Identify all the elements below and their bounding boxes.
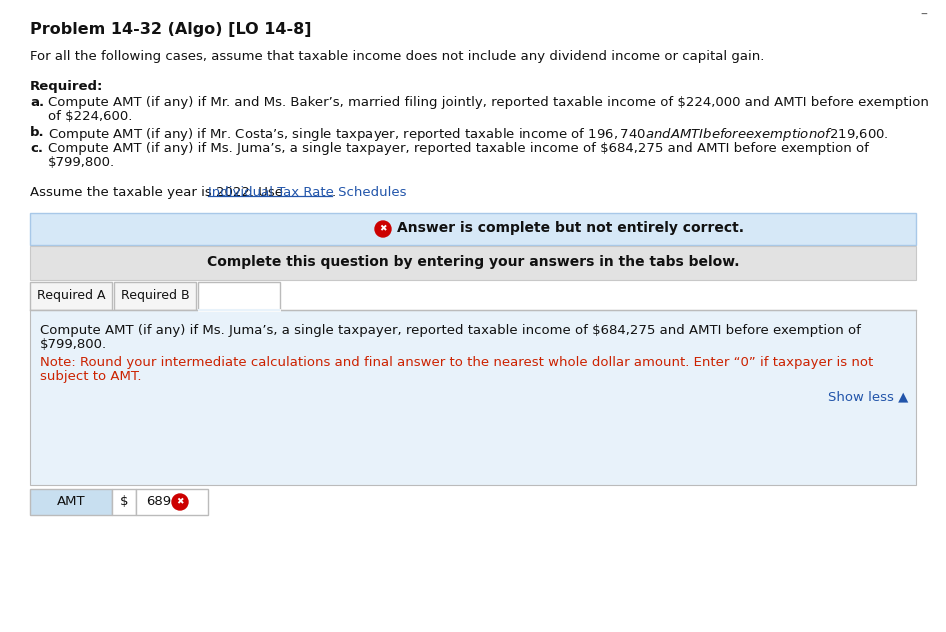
Text: Individual Tax Rate Schedules: Individual Tax Rate Schedules: [208, 186, 407, 199]
Text: b.: b.: [30, 126, 44, 139]
Text: subject to AMT.: subject to AMT.: [40, 370, 142, 383]
Text: Compute AMT (if any) if Ms. Juma’s, a single taxpayer, reported taxable income o: Compute AMT (if any) if Ms. Juma’s, a si…: [48, 142, 868, 155]
Text: For all the following cases, assume that taxable income does not include any div: For all the following cases, assume that…: [30, 50, 764, 63]
Text: 689: 689: [146, 495, 171, 508]
Text: Answer is complete but not entirely correct.: Answer is complete but not entirely corr…: [397, 221, 744, 235]
Text: Show less ▲: Show less ▲: [828, 390, 908, 403]
Bar: [30, 282, 112, 310]
Circle shape: [375, 221, 391, 237]
Bar: [114, 282, 196, 310]
Bar: [30, 489, 112, 515]
Bar: [30, 310, 916, 485]
Text: a.: a.: [30, 96, 44, 109]
Text: Note: Round your intermediate calculations and final answer to the nearest whole: Note: Round your intermediate calculatio…: [40, 356, 873, 369]
Text: Assume the taxable year is 2022. Use: Assume the taxable year is 2022. Use: [30, 186, 288, 199]
Bar: [30, 213, 916, 245]
Text: AMT: AMT: [57, 495, 85, 508]
Bar: [136, 489, 208, 515]
Text: Required C: Required C: [204, 289, 273, 302]
Text: Compute AMT (if any) if Mr. Costa’s, single taxpayer, reported taxable income of: Compute AMT (if any) if Mr. Costa’s, sin…: [48, 126, 888, 143]
Text: Required:: Required:: [30, 80, 103, 93]
Text: $799,800.: $799,800.: [40, 338, 107, 351]
Bar: [30, 246, 916, 280]
Text: –: –: [920, 8, 927, 22]
Text: c.: c.: [30, 142, 43, 155]
Text: Compute AMT (if any) if Ms. Juma’s, a single taxpayer, reported taxable income o: Compute AMT (if any) if Ms. Juma’s, a si…: [40, 324, 861, 337]
Text: ✖: ✖: [176, 497, 184, 506]
Bar: [112, 489, 136, 515]
Text: Required B: Required B: [121, 289, 189, 302]
Text: Required A: Required A: [37, 289, 105, 302]
Text: Complete this question by entering your answers in the tabs below.: Complete this question by entering your …: [207, 255, 739, 269]
Text: $799,800.: $799,800.: [48, 156, 115, 169]
Text: .: .: [332, 186, 336, 199]
Text: ✖: ✖: [379, 224, 387, 233]
Text: Compute AMT (if any) if Mr. and Ms. Baker’s, married filing jointly, reported ta: Compute AMT (if any) if Mr. and Ms. Bake…: [48, 96, 929, 109]
Text: $: $: [120, 495, 129, 508]
Bar: [198, 282, 280, 310]
Circle shape: [172, 494, 188, 510]
Text: of $224,600.: of $224,600.: [48, 110, 132, 123]
Text: Problem 14-32 (Algo) [LO 14-8]: Problem 14-32 (Algo) [LO 14-8]: [30, 22, 311, 37]
